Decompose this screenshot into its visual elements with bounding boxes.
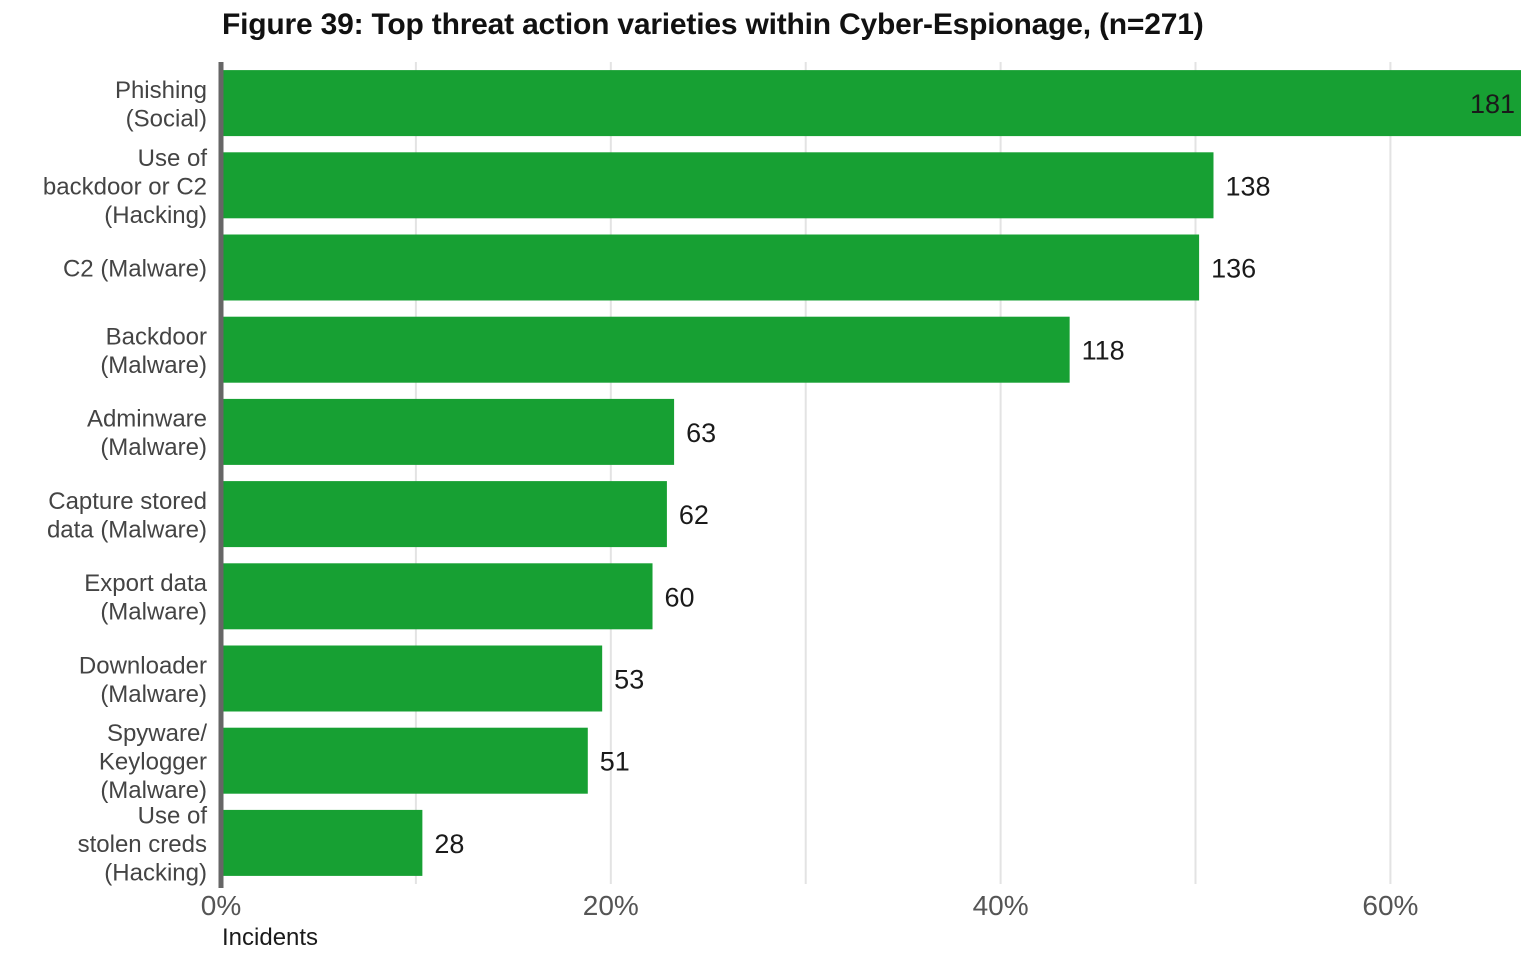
category-label: Backdoor bbox=[106, 323, 207, 350]
category-label: (Malware) bbox=[100, 681, 207, 708]
category-label: Adminware bbox=[87, 406, 207, 433]
bar bbox=[221, 809, 423, 876]
category-label: Use of bbox=[138, 802, 208, 829]
category-label: (Hacking) bbox=[104, 859, 207, 886]
category-label: backdoor or C2 bbox=[43, 173, 207, 200]
data-label: 51 bbox=[600, 747, 630, 777]
chart-title: Figure 39: Top threat action varieties w… bbox=[222, 8, 1204, 41]
category-label: (Malware) bbox=[100, 434, 207, 461]
category-label: Capture stored bbox=[48, 488, 207, 515]
category-label: Use of bbox=[138, 145, 208, 172]
bar bbox=[221, 152, 1214, 219]
bar bbox=[221, 727, 588, 794]
data-label: 63 bbox=[686, 418, 716, 448]
x-tick-label: 20% bbox=[583, 890, 639, 921]
bar bbox=[221, 234, 1200, 301]
data-label: 136 bbox=[1211, 254, 1256, 284]
bar bbox=[221, 70, 1521, 137]
category-label: Phishing bbox=[115, 77, 207, 104]
bar bbox=[221, 398, 675, 465]
x-tick-label: 60% bbox=[1362, 890, 1418, 921]
category-label: (Malware) bbox=[100, 777, 207, 804]
data-label: 60 bbox=[665, 582, 695, 612]
data-label: 62 bbox=[679, 500, 709, 530]
category-label: (Hacking) bbox=[104, 202, 207, 229]
data-label: 181 bbox=[1470, 89, 1515, 119]
bar bbox=[221, 563, 653, 630]
category-label: Keylogger bbox=[99, 749, 207, 776]
data-label: 28 bbox=[434, 829, 464, 859]
bar bbox=[221, 481, 667, 548]
data-label: 138 bbox=[1225, 171, 1270, 201]
category-label: stolen creds bbox=[78, 831, 207, 858]
data-label: 53 bbox=[614, 665, 644, 695]
category-label: C2 (Malware) bbox=[63, 256, 207, 283]
bar bbox=[221, 316, 1070, 383]
bar bbox=[221, 645, 603, 712]
x-tick-label: 0% bbox=[201, 890, 241, 921]
x-tick-label: 40% bbox=[973, 890, 1029, 921]
category-label: Downloader bbox=[79, 652, 207, 679]
category-label: data (Malware) bbox=[47, 516, 207, 543]
category-label: Export data bbox=[84, 570, 207, 597]
x-axis-label: Incidents bbox=[222, 924, 319, 951]
category-label: Spyware/ bbox=[107, 720, 207, 747]
category-label: (Malware) bbox=[100, 352, 207, 379]
category-label: (Social) bbox=[126, 105, 207, 132]
category-label: (Malware) bbox=[100, 599, 207, 626]
data-label: 118 bbox=[1082, 336, 1125, 366]
